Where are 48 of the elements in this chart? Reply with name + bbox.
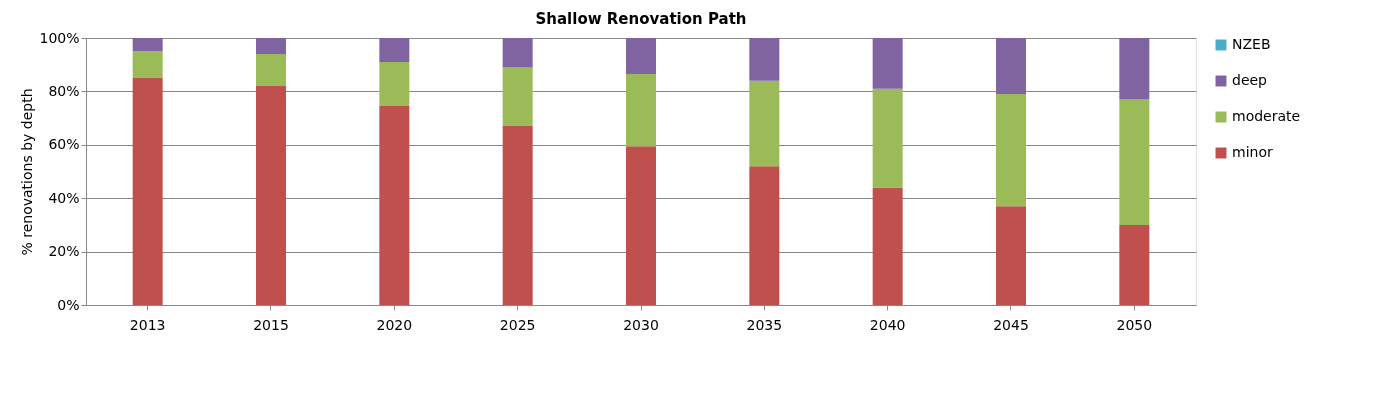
bar: [502, 126, 533, 305]
bar: [749, 80, 780, 167]
x-tick-label: 2020: [376, 316, 413, 333]
bar: [626, 146, 656, 305]
bar: [996, 206, 1026, 305]
bar: [256, 38, 286, 55]
legend-label: minor: [1232, 144, 1273, 160]
legend-label: deep: [1232, 72, 1268, 88]
y-tick-label: 60%: [48, 136, 80, 153]
x-tick-label: 2015: [253, 316, 289, 333]
bar: [1119, 224, 1150, 305]
y-tick-label: 40%: [48, 189, 80, 206]
bar: [502, 67, 533, 127]
legend-label: moderate: [1232, 108, 1301, 124]
bar: [379, 62, 410, 107]
bar: [872, 38, 903, 89]
bar: [1119, 99, 1150, 225]
x-tick-label: 2025: [499, 316, 536, 333]
legend-label: NZEB: [1232, 36, 1271, 52]
bar: [1119, 38, 1150, 100]
bar: [749, 38, 780, 81]
x-tick-label: 2035: [746, 316, 783, 333]
bar: [132, 78, 163, 305]
bar: [379, 38, 410, 63]
x-tick-label: 2040: [869, 316, 906, 333]
bar: [749, 166, 780, 305]
bar: [502, 38, 533, 68]
bar: [626, 74, 656, 147]
bar: [626, 38, 656, 75]
bar: [996, 94, 1026, 207]
bar: [256, 54, 286, 87]
y-tick-label: 20%: [48, 243, 80, 260]
bar: [132, 38, 163, 52]
x-tick-label: 2030: [623, 316, 659, 333]
y-tick-label: 100%: [39, 29, 80, 46]
x-tick-label: 2045: [993, 316, 1029, 333]
bar: [872, 187, 903, 305]
chart-title: Shallow Renovation Path: [535, 10, 747, 28]
bar: [256, 86, 286, 305]
y-tick-label: 0%: [57, 296, 80, 313]
bar: [996, 38, 1026, 95]
bar: [132, 51, 163, 79]
x-tick-label: 2050: [1116, 316, 1153, 333]
y-tick-label: 80%: [48, 82, 80, 99]
bar: [379, 106, 410, 305]
bar: [872, 88, 903, 188]
x-tick-label: 2013: [129, 316, 166, 333]
y-axis-title: % renovations by depth: [19, 88, 36, 256]
